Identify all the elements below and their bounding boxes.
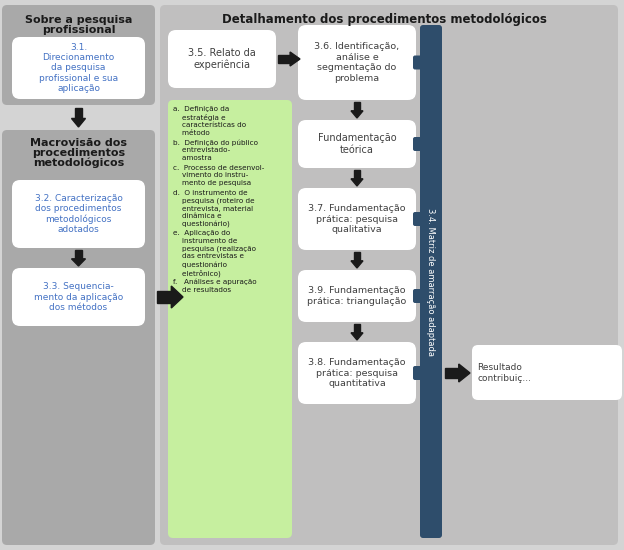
Bar (354, 102, 360, 111)
Text: Fundamentação
teórica: Fundamentação teórica (318, 133, 396, 155)
Text: 3.9. Fundamentação
prática: triangulação: 3.9. Fundamentação prática: triangulação (308, 287, 407, 306)
Polygon shape (351, 333, 363, 340)
FancyBboxPatch shape (298, 270, 416, 322)
FancyBboxPatch shape (168, 100, 292, 538)
Bar (354, 252, 360, 261)
FancyBboxPatch shape (298, 25, 416, 100)
FancyBboxPatch shape (298, 188, 416, 250)
Text: Sobre a pesquisa: Sobre a pesquisa (25, 15, 132, 25)
FancyBboxPatch shape (2, 130, 155, 545)
Text: d.  O instrumento de
    pesquisa (roteiro de
    entrevista, material
    dinâm: d. O instrumento de pesquisa (roteiro de… (173, 190, 255, 228)
Bar (445, 368, 459, 378)
FancyBboxPatch shape (2, 5, 155, 105)
Text: e.  Aplicação do
    instrumento de
    pesquisa (realização
    das entrevistas: e. Aplicação do instrumento de pesquisa … (173, 230, 256, 277)
FancyBboxPatch shape (12, 180, 145, 248)
Bar (354, 324, 360, 333)
FancyBboxPatch shape (12, 268, 145, 326)
FancyBboxPatch shape (160, 5, 618, 545)
Text: 3.1.
Direcionamento
da pesquisa
profissional e sua
aplicação: 3.1. Direcionamento da pesquisa profissi… (39, 43, 118, 94)
Text: c.  Processo de desenvol-
    vimento do instru-
    mento de pesquisa: c. Processo de desenvol- vimento do inst… (173, 164, 265, 185)
FancyBboxPatch shape (413, 137, 422, 151)
Text: b.  Definição do público
    entrevistado-
    amostra: b. Definição do público entrevistado- am… (173, 139, 258, 161)
Bar (75, 108, 82, 118)
FancyBboxPatch shape (413, 289, 422, 303)
Text: a.  Definição da
    estratégia e
    características do
    método: a. Definição da estratégia e característ… (173, 106, 246, 136)
Bar (278, 55, 290, 63)
FancyBboxPatch shape (298, 342, 416, 404)
Bar (157, 291, 172, 303)
Text: f.   Análises e apuração
    de resultados: f. Análises e apuração de resultados (173, 278, 256, 293)
Text: 3.8. Fundamentação
prática: pesquisa
quantitativa: 3.8. Fundamentação prática: pesquisa qua… (308, 358, 406, 388)
Polygon shape (72, 118, 85, 127)
FancyBboxPatch shape (472, 345, 622, 400)
FancyBboxPatch shape (168, 30, 276, 88)
Text: Detalhamento dos procedimentos metodológicos: Detalhamento dos procedimentos metodológ… (222, 13, 547, 26)
FancyBboxPatch shape (413, 366, 422, 380)
Text: 3.3. Sequencia-
mento da aplicação
dos métodos: 3.3. Sequencia- mento da aplicação dos m… (34, 282, 123, 312)
FancyBboxPatch shape (413, 212, 422, 226)
FancyBboxPatch shape (413, 56, 422, 69)
Bar (354, 170, 360, 179)
Text: metodológicos: metodológicos (33, 158, 124, 168)
Text: Macrovisão dos: Macrovisão dos (30, 138, 127, 148)
Polygon shape (172, 286, 183, 308)
FancyBboxPatch shape (420, 25, 442, 538)
Text: 3.5. Relato da
experiência: 3.5. Relato da experiência (188, 48, 256, 70)
Text: 3.7. Fundamentação
prática: pesquisa
qualitativa: 3.7. Fundamentação prática: pesquisa qua… (308, 204, 406, 234)
FancyBboxPatch shape (298, 120, 416, 168)
Text: Resultado
contribuiç...: Resultado contribuiç... (477, 364, 531, 383)
Polygon shape (351, 179, 363, 186)
FancyBboxPatch shape (12, 37, 145, 99)
Text: 3.6. Identificação,
análise e
segmentação do
problema: 3.6. Identificação, análise e segmentaçã… (314, 42, 399, 82)
Polygon shape (351, 261, 363, 268)
Text: procedimentos: procedimentos (32, 148, 125, 158)
Text: profissional: profissional (42, 25, 115, 35)
Polygon shape (290, 52, 300, 66)
Bar (75, 250, 82, 259)
Text: 3.4. Matriz de amarração adaptada: 3.4. Matriz de amarração adaptada (426, 207, 436, 355)
Polygon shape (459, 364, 470, 382)
Polygon shape (72, 259, 85, 266)
Polygon shape (351, 111, 363, 118)
Text: 3.2. Caracterização
dos procedimentos
metodológicos
adotados: 3.2. Caracterização dos procedimentos me… (34, 194, 122, 234)
